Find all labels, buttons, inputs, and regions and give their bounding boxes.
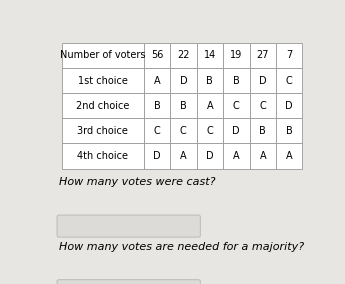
Text: C: C (180, 126, 187, 136)
Text: D: D (259, 76, 267, 85)
Text: C: C (206, 126, 213, 136)
Text: A: A (233, 151, 240, 161)
Bar (223, 143, 249, 169)
Text: D: D (285, 101, 293, 111)
Bar (276, 143, 303, 169)
Text: A: A (154, 76, 160, 85)
Bar (249, 143, 276, 169)
Bar (223, 43, 249, 68)
FancyBboxPatch shape (57, 280, 200, 284)
Bar (197, 43, 223, 68)
Bar (249, 93, 276, 118)
Bar (249, 118, 276, 143)
Bar (170, 43, 197, 68)
Bar (197, 68, 223, 93)
Text: B: B (286, 126, 293, 136)
Text: 1st choice: 1st choice (78, 76, 128, 85)
Bar (223, 93, 249, 118)
Bar (223, 118, 249, 143)
Bar (62, 118, 144, 143)
Text: D: D (206, 151, 214, 161)
Text: D: D (233, 126, 240, 136)
Bar (144, 43, 170, 68)
Bar (144, 143, 170, 169)
Bar (276, 118, 303, 143)
Bar (170, 143, 197, 169)
Text: 19: 19 (230, 50, 243, 60)
Bar (276, 68, 303, 93)
Bar (276, 43, 303, 68)
Text: B: B (180, 101, 187, 111)
Text: 14: 14 (204, 50, 216, 60)
Text: C: C (259, 101, 266, 111)
Bar (223, 68, 249, 93)
Bar (170, 118, 197, 143)
Text: A: A (180, 151, 187, 161)
Text: C: C (286, 76, 293, 85)
Bar (62, 93, 144, 118)
Bar (144, 93, 170, 118)
Bar (62, 143, 144, 169)
Bar (144, 118, 170, 143)
Text: Number of voters: Number of voters (60, 50, 146, 60)
Text: A: A (259, 151, 266, 161)
Text: A: A (286, 151, 293, 161)
Text: 2nd choice: 2nd choice (76, 101, 129, 111)
Text: 22: 22 (177, 50, 190, 60)
Text: B: B (259, 126, 266, 136)
Bar (197, 93, 223, 118)
Text: D: D (179, 76, 187, 85)
Text: B: B (233, 76, 240, 85)
Text: How many votes were cast?: How many votes were cast? (59, 177, 216, 187)
Bar (62, 68, 144, 93)
Bar (62, 43, 144, 68)
Text: B: B (206, 76, 213, 85)
Text: C: C (154, 126, 160, 136)
Bar (249, 43, 276, 68)
Bar (170, 93, 197, 118)
Bar (170, 68, 197, 93)
Text: D: D (153, 151, 161, 161)
Text: How many votes are needed for a majority?: How many votes are needed for a majority… (59, 242, 304, 252)
Text: B: B (154, 101, 160, 111)
Text: C: C (233, 101, 240, 111)
Bar (197, 143, 223, 169)
FancyBboxPatch shape (57, 215, 200, 237)
Text: 3rd choice: 3rd choice (77, 126, 128, 136)
Bar (249, 68, 276, 93)
Bar (197, 118, 223, 143)
Text: 27: 27 (257, 50, 269, 60)
Text: A: A (207, 101, 213, 111)
Bar (144, 68, 170, 93)
Text: 4th choice: 4th choice (77, 151, 128, 161)
Bar (276, 93, 303, 118)
Text: 7: 7 (286, 50, 292, 60)
Text: 56: 56 (151, 50, 163, 60)
